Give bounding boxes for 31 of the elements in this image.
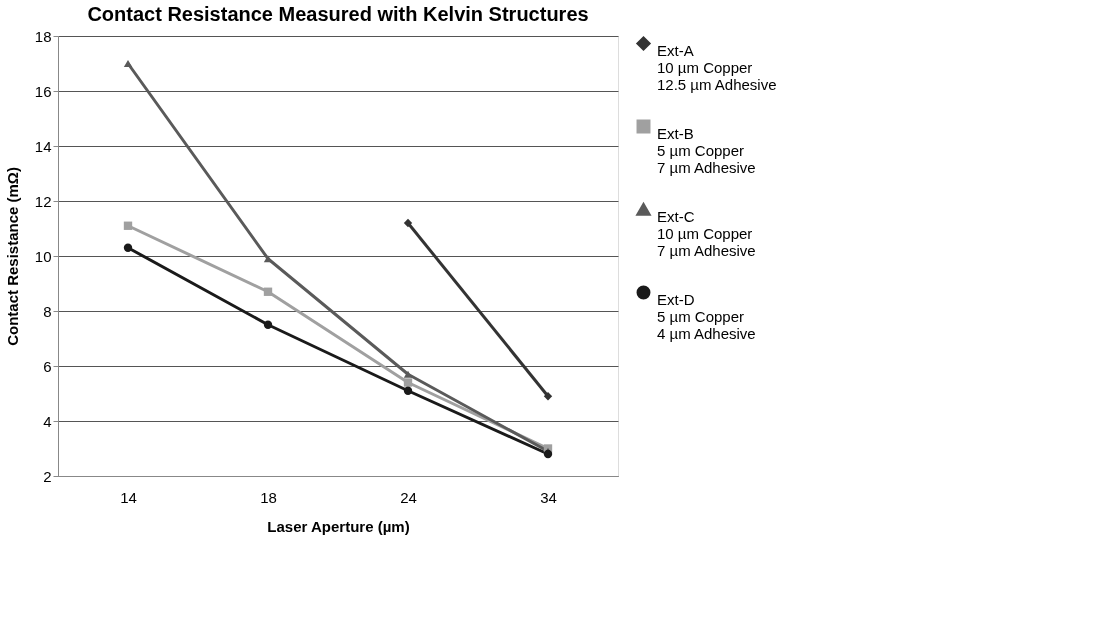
y-tick-label: 4 <box>43 412 52 430</box>
x-axis-title: Laser Aperture (µm) <box>267 517 410 535</box>
point <box>123 221 133 230</box>
point <box>263 287 273 296</box>
y-tick-label: 18 <box>34 27 52 45</box>
y-tick-label: 10 <box>34 247 52 265</box>
y-tick-label: 2 <box>43 467 52 485</box>
legend-label: Ext-D 5 µm Copper 4 µm Adhesive <box>657 290 756 342</box>
x-tick-label: 14 <box>120 488 137 506</box>
point <box>403 370 413 378</box>
legend-label: Ext-B 5 µm Copper 7 µm Adhesive <box>657 124 756 176</box>
x-tick-label: 24 <box>400 488 417 506</box>
y-tick-label: 6 <box>43 357 52 375</box>
point <box>403 386 413 395</box>
y-tick-label: 16 <box>34 82 52 100</box>
y-axis-title: Contact Resistance (mΩ) <box>3 167 21 346</box>
y-tick-label: 12 <box>34 192 52 210</box>
point <box>403 218 413 228</box>
legend-label: Ext-C 10 µm Copper 7 µm Adhesive <box>657 207 756 259</box>
point <box>123 59 133 68</box>
point <box>543 392 553 401</box>
point <box>543 449 553 459</box>
x-tick-label: 18 <box>260 488 277 506</box>
y-tick-label: 14 <box>34 137 52 155</box>
x-tick-label: 34 <box>540 488 557 506</box>
point <box>403 378 413 387</box>
y-tick-label: 8 <box>43 302 52 320</box>
point <box>123 243 133 252</box>
chart-title: Contact Resistance Measured with Kelvin Structures <box>87 3 589 25</box>
legend-label: Ext-A 10 µm Copper 12.5 µm Adhesive <box>657 41 777 93</box>
point <box>263 320 273 329</box>
